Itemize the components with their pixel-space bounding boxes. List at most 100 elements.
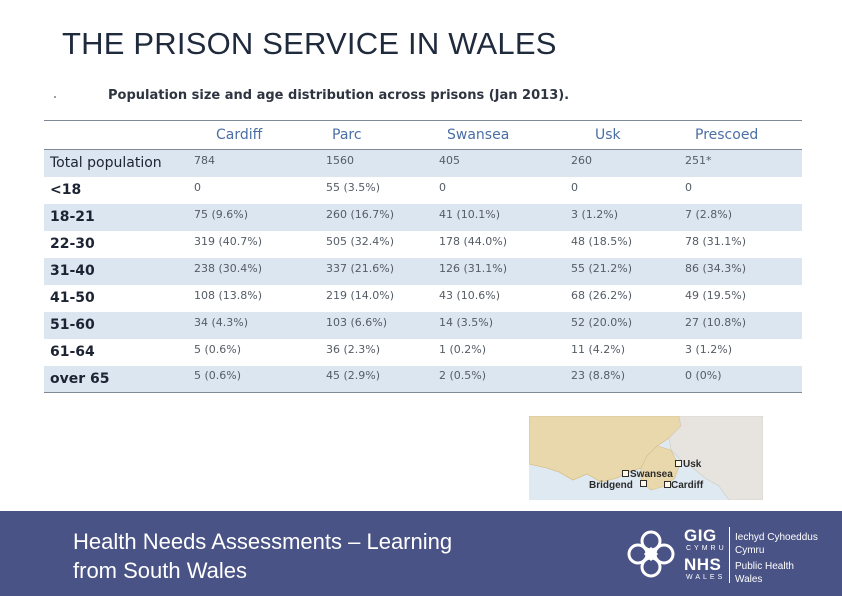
- footer-band: Health Needs Assessments – Learning from…: [0, 511, 842, 596]
- table-cell: 0: [439, 180, 446, 194]
- table-cell: 7 (2.8%): [685, 207, 733, 221]
- table-cell: 11 (4.2%): [571, 342, 626, 356]
- table-cell: 52 (20.0%): [571, 315, 633, 329]
- map-label-usk: Usk: [683, 459, 702, 470]
- table-cell: 238 (30.4%): [194, 261, 263, 275]
- table-row: 61-64 5 (0.6%) 36 (2.3%) 1 (0.2%) 11 (4.2%) 3…: [44, 338, 802, 366]
- map-label-bridgend: Bridgend: [589, 480, 633, 491]
- table-cell: 108 (13.8%): [194, 288, 263, 302]
- table-cell: 78 (31.1%): [685, 234, 747, 248]
- row-label: <18: [50, 182, 82, 198]
- south-wales-map: Usk Swansea Bridgend Cardiff: [529, 416, 763, 500]
- table-row: <18 0 55 (3.5%) 0 0 0: [44, 176, 802, 204]
- map-graphic: [529, 416, 763, 500]
- table-cell: 5 (0.6%): [194, 342, 242, 356]
- table-cell: 337 (21.6%): [326, 261, 395, 275]
- slide-title: THE PRISON SERVICE IN WALES: [62, 26, 557, 61]
- swansea-marker: [622, 470, 629, 477]
- table-header-row: Cardiff Parc Swansea Usk Prescoed: [44, 120, 802, 150]
- table-cell: 23 (8.8%): [571, 369, 626, 383]
- nhs-wales-brand: GIG CYMRU NHS WALES: [684, 527, 727, 585]
- table-cell: 49 (19.5%): [685, 288, 747, 302]
- table-cell: 86 (34.3%): [685, 261, 747, 275]
- table-row: 31-40 238 (30.4%) 337 (21.6%) 126 (31.1%) 55…: [44, 257, 802, 285]
- table-cell: 3 (1.2%): [685, 342, 733, 356]
- table-cell: 2 (0.5%): [439, 369, 487, 383]
- table-cell: 0: [685, 180, 692, 194]
- row-label: Total population: [50, 155, 162, 172]
- header-parc: Parc: [320, 120, 433, 150]
- logo-gig-text: GIG: [684, 526, 717, 545]
- table-cell: 103 (6.6%): [326, 315, 388, 329]
- footer-title-line-2: from South Wales: [73, 558, 248, 583]
- table-cell: 505 (32.4%): [326, 234, 395, 248]
- logo-divider: [729, 527, 730, 583]
- table-cell: 126 (31.1%): [439, 261, 508, 275]
- table-cell: 1 (0.2%): [439, 342, 487, 356]
- table-cell: 34 (4.3%): [194, 315, 249, 329]
- row-label: 41-50: [50, 290, 95, 306]
- table-cell: 5 (0.6%): [194, 369, 242, 383]
- table-cell: 43 (10.6%): [439, 288, 501, 302]
- row-label: 61-64: [50, 344, 95, 360]
- public-health-wales-logo-icon: [627, 530, 675, 578]
- table-cell: 3 (1.2%): [571, 207, 619, 221]
- header-cardiff: Cardiff: [188, 120, 320, 150]
- footer-title: Health Needs Assessments – Learning from…: [73, 527, 593, 585]
- table-cell: 75 (9.6%): [194, 207, 249, 221]
- table-row: 51-60 34 (4.3%) 103 (6.6%) 14 (3.5%) 52 (20.…: [44, 311, 802, 339]
- table-cell: 319 (40.7%): [194, 234, 263, 248]
- table-cell: 41 (10.1%): [439, 207, 501, 221]
- header-usk: Usk: [565, 120, 679, 150]
- map-label-swansea: Swansea: [630, 469, 673, 480]
- table-cell: 14 (3.5%): [439, 315, 494, 329]
- table-caption: Population size and age distribution acr…: [108, 88, 570, 103]
- table-row: 41-50 108 (13.8%) 219 (14.0%) 43 (10.6%) 68 …: [44, 284, 802, 312]
- table-cell: 45 (2.9%): [326, 369, 381, 383]
- table-cell: 784: [194, 153, 215, 167]
- table-cell: 48 (18.5%): [571, 234, 633, 248]
- row-label: over 65: [50, 370, 110, 387]
- table-cell: 405: [439, 153, 460, 167]
- header-blank: [44, 120, 188, 150]
- row-label: 51-60: [50, 317, 95, 333]
- header-swansea: Swansea: [433, 120, 565, 150]
- footer-title-line-1: Health Needs Assessments – Learning: [73, 529, 453, 554]
- table-cell: 178 (44.0%): [439, 234, 508, 248]
- org-line-1: Iechyd Cyhoeddus: [735, 532, 818, 543]
- table-cell: 219 (14.0%): [326, 288, 395, 302]
- row-label: 31-40: [50, 263, 95, 279]
- table-cell: 55 (3.5%): [326, 180, 381, 194]
- header-prescoed: Prescoed: [679, 120, 802, 150]
- table-row: Total population 784 1560 405 260 251*: [44, 149, 802, 177]
- table-cell: 260: [571, 153, 592, 167]
- population-table: Cardiff Parc Swansea Usk Prescoed Total …: [44, 120, 802, 393]
- table-cell: 0: [571, 180, 578, 194]
- row-label: 22-30: [50, 236, 95, 252]
- org-line-2: Cymru: [735, 545, 765, 556]
- logo-wales-text: WALES: [686, 574, 726, 581]
- table-cell: 0: [194, 180, 201, 194]
- usk-marker: [675, 460, 682, 467]
- table-cell: 68 (26.2%): [571, 288, 633, 302]
- row-label: 18-21: [50, 209, 95, 225]
- table-cell: 1560: [326, 153, 354, 167]
- logo-cymru-text: CYMRU: [686, 545, 727, 552]
- table-row: over 65 5 (0.6%) 45 (2.9%) 2 (0.5%) 23 (8.8%…: [44, 365, 802, 393]
- table-row: 18-21 75 (9.6%) 260 (16.7%) 41 (10.1%) 3 (1.…: [44, 203, 802, 231]
- table-cell: 251*: [685, 153, 712, 167]
- table-cell: 260 (16.7%): [326, 207, 395, 221]
- map-label-cardiff: Cardiff: [671, 480, 704, 491]
- org-line-3: Public Health: [735, 561, 794, 572]
- logo-nhs-text: NHS: [684, 555, 722, 574]
- cardiff-marker: [664, 481, 671, 488]
- bullet-dot: [54, 96, 56, 98]
- table-cell: 36 (2.3%): [326, 342, 381, 356]
- table-cell: 0 (0%): [685, 369, 722, 383]
- table-row: 22-30 319 (40.7%) 505 (32.4%) 178 (44.0%) 48…: [44, 230, 802, 258]
- table-cell: 55 (21.2%): [571, 261, 633, 275]
- bridgend-marker: [640, 480, 647, 487]
- organisation-name: Iechyd Cyhoeddus Cymru Public Health Wal…: [735, 531, 818, 586]
- table-cell: 27 (10.8%): [685, 315, 747, 329]
- org-line-4: Wales: [735, 574, 763, 585]
